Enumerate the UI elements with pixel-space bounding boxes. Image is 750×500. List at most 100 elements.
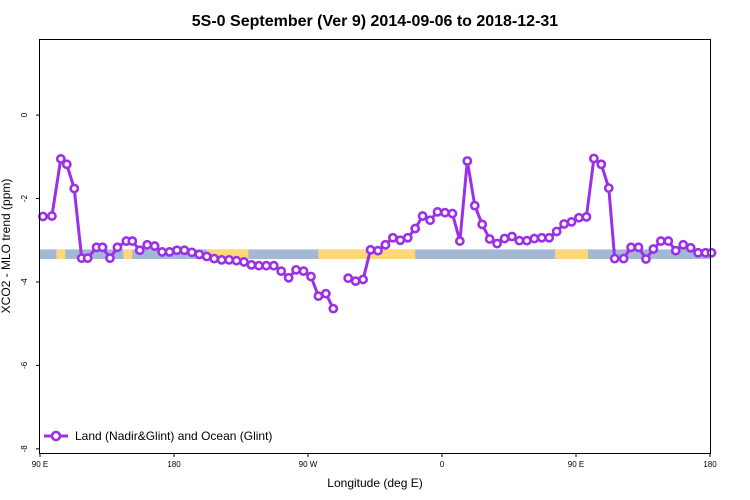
data-point — [112, 242, 123, 253]
data-point — [38, 211, 48, 222]
data-point — [380, 239, 391, 250]
data-point — [179, 245, 190, 256]
data-point — [298, 266, 309, 277]
series-lines — [42, 157, 712, 310]
data-point — [47, 211, 57, 221]
data-point — [581, 211, 592, 222]
data-point — [350, 276, 361, 287]
data-point — [291, 264, 301, 275]
data-point — [596, 159, 607, 170]
data-point — [209, 253, 220, 264]
data-point — [477, 219, 488, 230]
data-point — [365, 244, 376, 255]
data-point — [663, 236, 674, 246]
data-point — [706, 247, 717, 258]
land-band-segment — [395, 249, 408, 260]
data-point — [609, 253, 620, 264]
data-point — [157, 247, 167, 257]
data-point — [484, 234, 495, 244]
data-point — [685, 242, 696, 253]
data-point — [201, 251, 212, 262]
series-points — [38, 153, 717, 314]
data-point — [134, 245, 145, 256]
x-tick-label: 0 — [440, 460, 445, 469]
legend: Land (Nadir&Glint) and Ocean (Glint) — [44, 429, 272, 443]
data-point — [69, 183, 80, 194]
data-point — [149, 241, 160, 251]
x-axis: 90 E 180 90 W 0 90 E 180 — [32, 453, 717, 469]
data-point — [246, 259, 257, 270]
data-point — [320, 288, 331, 299]
data-point — [358, 274, 368, 285]
data-point — [417, 211, 428, 221]
data-point — [239, 257, 249, 267]
chart-title: 5S-0 September (Ver 9) 2014-09-06 to 201… — [192, 13, 559, 30]
data-point — [529, 233, 540, 244]
data-point — [462, 156, 473, 166]
y-tick-label: -8 — [20, 445, 29, 453]
y-tick-label: 0 — [20, 112, 29, 117]
legend-label: Land (Nadir&Glint) and Ocean (Glint) — [75, 429, 272, 443]
data-point — [469, 200, 480, 211]
data-point — [127, 236, 138, 246]
y-axis-label: XCO2 - MLO trend (ppm) — [0, 179, 13, 314]
data-point — [283, 272, 294, 283]
data-point — [410, 223, 421, 234]
x-tick-label: 180 — [167, 460, 181, 469]
y-tick-label: -2 — [20, 194, 29, 202]
x-tick-label: 90 E — [32, 460, 48, 469]
data-point — [641, 254, 651, 264]
data-point — [425, 215, 435, 226]
data-point — [626, 242, 636, 253]
data-point — [105, 253, 115, 264]
data-point — [574, 212, 584, 223]
land-band-segment — [56, 249, 66, 260]
plot-frame — [39, 39, 711, 454]
data-point — [499, 233, 510, 244]
data-point — [507, 231, 517, 242]
data-point — [395, 235, 406, 246]
data-point — [566, 216, 577, 227]
data-point — [514, 235, 525, 246]
data-point — [61, 159, 72, 170]
data-point — [633, 242, 644, 253]
data-point — [224, 254, 234, 265]
data-point — [142, 239, 153, 250]
data-point — [521, 235, 532, 246]
data-point — [440, 207, 450, 218]
y-tick-label: -4 — [20, 278, 29, 286]
data-point — [387, 232, 398, 243]
land-band-segment — [206, 249, 249, 260]
data-point — [276, 266, 287, 277]
data-point — [678, 239, 689, 250]
data-point — [328, 303, 339, 314]
land-band-segment — [555, 249, 588, 260]
data-point — [618, 253, 629, 264]
data-point — [402, 232, 413, 243]
data-point — [454, 236, 465, 246]
data-point — [447, 208, 458, 219]
data-point — [693, 247, 703, 258]
data-point — [655, 236, 666, 246]
data-point — [306, 271, 316, 282]
data-point — [648, 244, 659, 254]
data-point — [216, 254, 227, 265]
data-point — [268, 260, 279, 271]
data-point — [97, 242, 108, 253]
data-point — [588, 153, 599, 164]
data-point — [55, 153, 66, 164]
data-point — [253, 260, 264, 271]
data-point — [544, 232, 555, 243]
data-point — [536, 232, 547, 243]
data-point — [172, 245, 182, 256]
land-band-segment — [123, 249, 133, 260]
data-point — [603, 183, 614, 193]
legend-marker — [50, 430, 62, 442]
x-tick-label: 90 W — [299, 460, 318, 469]
data-point — [670, 245, 681, 256]
land-band-segment — [370, 249, 416, 260]
land-band-segment — [318, 249, 386, 260]
series-line — [42, 157, 335, 310]
series-line — [347, 157, 712, 283]
